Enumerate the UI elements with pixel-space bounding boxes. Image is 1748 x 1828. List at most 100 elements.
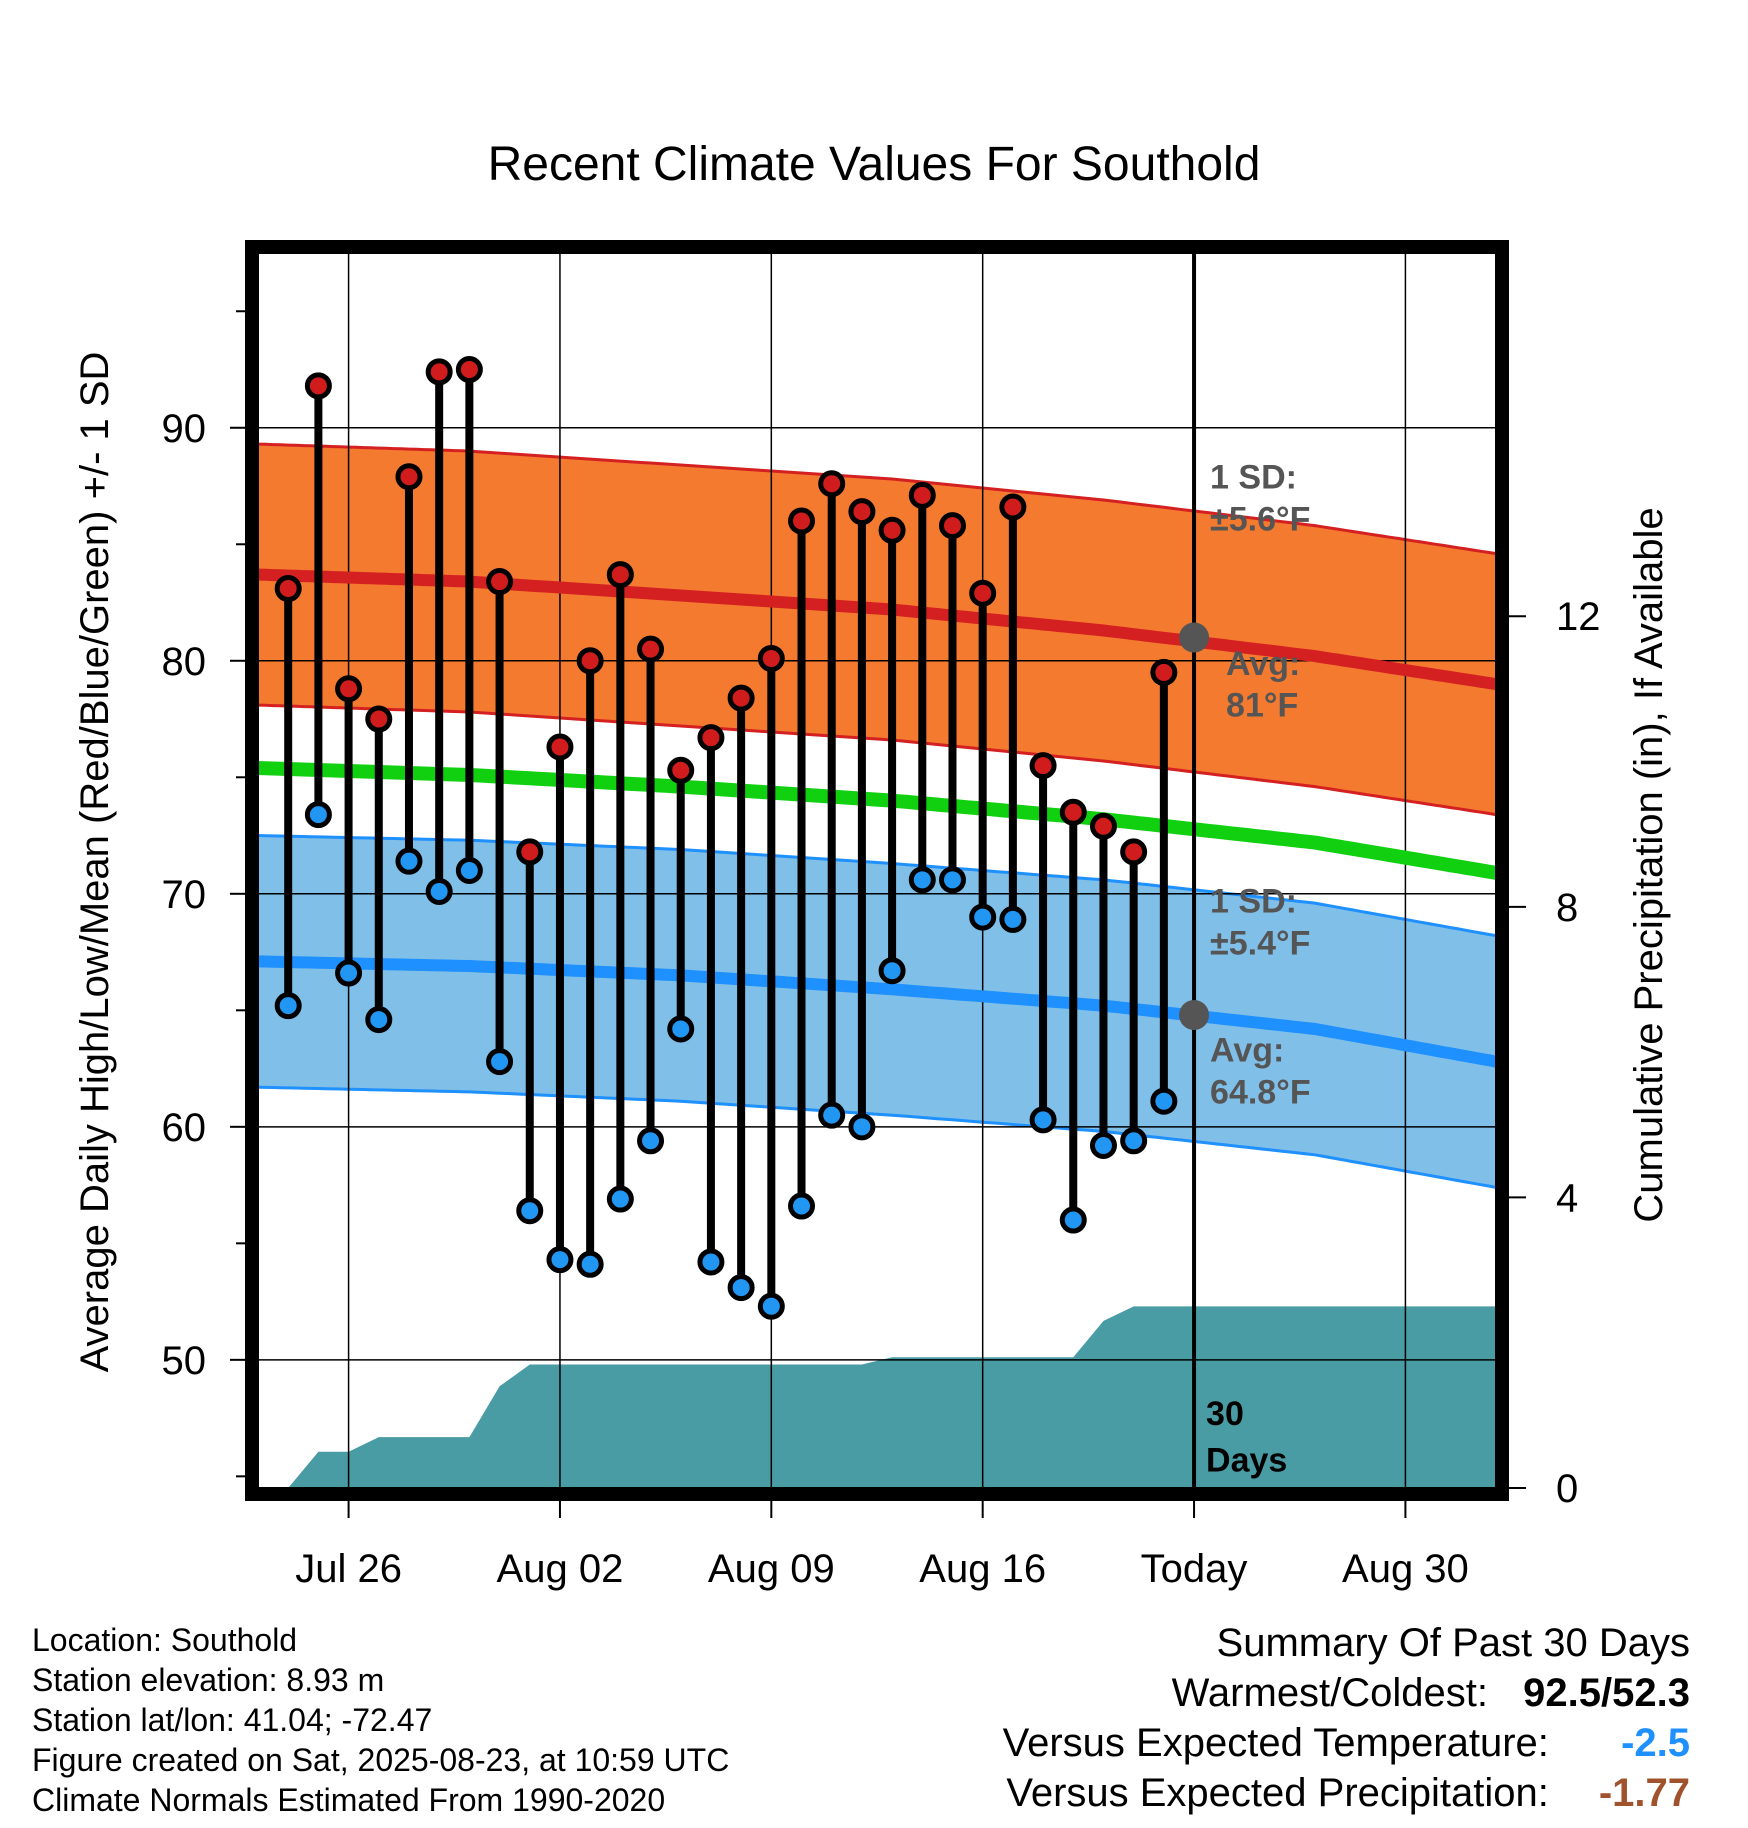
daily-high-point bbox=[938, 512, 966, 540]
x-tick-label: Today bbox=[1141, 1547, 1248, 1591]
y-tick-label: 70 bbox=[162, 873, 207, 917]
normals-text: Climate Normals Estimated From 1990-2020 bbox=[32, 1782, 666, 1818]
high-avg-value: 81°F bbox=[1226, 687, 1298, 725]
period-days-label: Days bbox=[1206, 1442, 1287, 1480]
daily-high-point bbox=[395, 463, 423, 491]
y-tick-label: 60 bbox=[162, 1106, 207, 1150]
y-axis-label: Average Daily High/Low/Mean (Red/Blue/Gr… bbox=[73, 352, 117, 1373]
temp-vs-expected-row: Versus Expected Temperature: -2.5 bbox=[1003, 1718, 1690, 1768]
daily-low-point bbox=[788, 1192, 816, 1220]
daily-high-point bbox=[757, 644, 785, 672]
latlon-text: Station lat/lon: 41.04; -72.47 bbox=[32, 1702, 433, 1738]
high-sd-upper-line bbox=[258, 442, 1496, 556]
x-tick-label: Aug 30 bbox=[1342, 1547, 1469, 1591]
daily-high-point bbox=[1029, 752, 1057, 780]
daily-low-point bbox=[908, 866, 936, 894]
y2-axis-label: Cumulative Precipitation (in), If Availa… bbox=[1627, 507, 1671, 1222]
daily-high-point bbox=[1059, 798, 1087, 826]
daily-low-point bbox=[727, 1274, 755, 1302]
created-text: Figure created on Sat, 2025-08-23, at 10… bbox=[32, 1742, 730, 1778]
x-axis-label: Day bbox=[838, 1605, 909, 1610]
low-avg-value: 64.8°F bbox=[1210, 1074, 1311, 1112]
x-tick-label: Aug 09 bbox=[708, 1547, 835, 1591]
precip-vs-expected-label: Versus Expected Precipitation: bbox=[1006, 1771, 1549, 1815]
high-sd-value: ±5.6°F bbox=[1210, 500, 1310, 538]
avg-low-line bbox=[258, 955, 1496, 1068]
daily-low-point bbox=[304, 801, 332, 829]
daily-low-point bbox=[335, 959, 363, 987]
elevation-text: Station elevation: 8.93 m bbox=[32, 1662, 385, 1698]
warmest-coldest-row: Warmest/Coldest: 92.5/52.3 bbox=[1003, 1668, 1690, 1718]
low-sd-value: ±5.4°F bbox=[1210, 924, 1310, 962]
today-avg-high-marker bbox=[1179, 622, 1210, 653]
daily-low-point bbox=[516, 1197, 544, 1225]
avg-mean-line bbox=[258, 761, 1496, 880]
daily-low-point bbox=[667, 1015, 695, 1043]
warmest-coldest-label: Warmest/Coldest: bbox=[1171, 1671, 1489, 1715]
low-sd-label: 1 SD: bbox=[1210, 882, 1297, 920]
daily-high-point bbox=[576, 647, 604, 675]
daily-high-point bbox=[637, 635, 665, 663]
low-avg-label: Avg: bbox=[1210, 1032, 1284, 1070]
daily-low-point bbox=[486, 1048, 514, 1076]
daily-high-point bbox=[606, 561, 634, 589]
daily-low-point bbox=[395, 847, 423, 875]
y2-tick-label: 12 bbox=[1556, 595, 1601, 639]
high-sd-band bbox=[258, 444, 1496, 815]
daily-high-point bbox=[667, 756, 695, 784]
daily-high-point bbox=[788, 507, 816, 535]
daily-low-point bbox=[637, 1127, 665, 1155]
warmest-value: 92.5 bbox=[1523, 1671, 1602, 1715]
daily-low-point bbox=[818, 1101, 846, 1129]
chart-title: Recent Climate Values For Southold bbox=[488, 138, 1261, 191]
daily-low-point bbox=[938, 866, 966, 894]
daily-high-point bbox=[908, 481, 936, 509]
today-avg-low-marker bbox=[1179, 999, 1210, 1030]
high-avg-label: Avg: bbox=[1226, 645, 1300, 683]
daily-high-point bbox=[1089, 812, 1117, 840]
daily-low-point bbox=[455, 857, 483, 884]
daily-high-point bbox=[546, 733, 574, 761]
daily-high-point bbox=[486, 568, 514, 596]
x-tick-label: Aug 16 bbox=[919, 1547, 1046, 1591]
y2-tick-label: 0 bbox=[1556, 1467, 1578, 1511]
summary-title: Summary Of Past 30 Days bbox=[1216, 1621, 1690, 1665]
daily-low-point bbox=[1150, 1087, 1178, 1115]
climate-chart: 1 SD: ±5.6°F Avg: 81°F 1 SD: ±5.4°F Avg: 64.8°F… bbox=[73, 138, 1671, 1610]
plot-area: 1 SD: ±5.6°F Avg: 81°F 1 SD: ±5.4°F Avg: 64.8°F… bbox=[258, 253, 1496, 1488]
daily-high-point bbox=[365, 705, 393, 733]
low-sd-upper-line bbox=[258, 834, 1496, 938]
daily-low-point bbox=[576, 1250, 604, 1278]
x-tick-label: Jul 26 bbox=[295, 1547, 402, 1591]
temp-vs-expected-label: Versus Expected Temperature: bbox=[1002, 1721, 1549, 1765]
daily-high-point bbox=[455, 356, 483, 384]
station-info: Location: Southold Station elevation: 8.… bbox=[32, 1620, 729, 1820]
precip-vs-expected-value: -1.77 bbox=[1598, 1771, 1690, 1815]
value-separator: / bbox=[1601, 1671, 1613, 1715]
y2-tick-label: 8 bbox=[1556, 886, 1578, 930]
high-sd-label: 1 SD: bbox=[1210, 458, 1297, 496]
daily-low-point bbox=[697, 1248, 725, 1276]
daily-high-point bbox=[1150, 658, 1178, 686]
period-count-label: 30 bbox=[1206, 1395, 1244, 1433]
plot-frame bbox=[245, 240, 1509, 1501]
daily-low-point bbox=[274, 992, 302, 1020]
daily-low-point bbox=[757, 1292, 785, 1320]
low-sd-band bbox=[258, 835, 1496, 1188]
daily-low-point bbox=[969, 903, 997, 931]
daily-high-point bbox=[304, 372, 332, 400]
daily-high-point bbox=[425, 358, 453, 386]
temp-vs-expected-value: -2.5 bbox=[1621, 1721, 1690, 1765]
y-tick-label: 80 bbox=[162, 640, 207, 684]
precip-vs-expected-row: Versus Expected Precipitation: -1.77 bbox=[1003, 1768, 1690, 1818]
daily-high-point bbox=[697, 724, 725, 752]
daily-low-point bbox=[848, 1113, 876, 1141]
daily-low-point bbox=[1029, 1106, 1057, 1134]
daily-high-point bbox=[848, 498, 876, 526]
y2-tick-label: 4 bbox=[1556, 1176, 1578, 1220]
y-tick-label: 50 bbox=[162, 1339, 207, 1383]
daily-high-point bbox=[727, 684, 755, 712]
daily-high-point bbox=[274, 575, 302, 603]
coldest-value: 52.3 bbox=[1612, 1671, 1690, 1715]
daily-low-point bbox=[1059, 1206, 1087, 1234]
